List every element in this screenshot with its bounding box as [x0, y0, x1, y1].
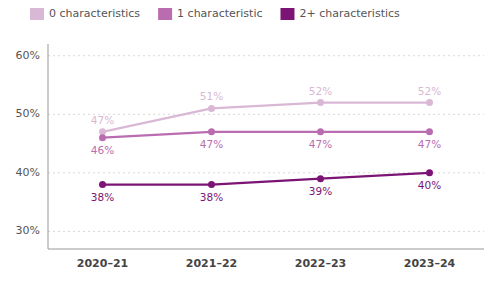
- data-label: 47%: [200, 138, 223, 150]
- point-marker: [99, 134, 106, 141]
- grid-line: [48, 231, 484, 232]
- x-axis-line: [48, 249, 484, 250]
- data-label: 52%: [309, 85, 332, 97]
- data-label: 38%: [200, 191, 223, 203]
- point-marker: [208, 181, 215, 188]
- legend-label: 2+ characteristics: [299, 7, 400, 20]
- data-label: 46%: [91, 144, 114, 156]
- legend-label: 1 characteristic: [177, 7, 262, 20]
- point-marker: [426, 169, 433, 176]
- point-marker: [317, 128, 324, 135]
- x-tick-label: 2022–23: [295, 257, 346, 270]
- y-tick-label: 50%: [16, 107, 40, 120]
- point-marker: [317, 175, 324, 182]
- legend-swatch: [30, 8, 44, 20]
- data-label: 47%: [418, 138, 441, 150]
- point-marker: [208, 105, 215, 112]
- data-label: 51%: [200, 90, 223, 102]
- x-tick-label: 2020–21: [77, 257, 128, 270]
- x-tick-label: 2023–24: [404, 257, 456, 270]
- grid-line: [48, 55, 484, 56]
- series-line: [103, 173, 430, 185]
- data-label: 52%: [418, 85, 441, 97]
- data-label: 47%: [91, 114, 114, 126]
- data-labels: 47% 51% 52% 52% 46% 47% 47% 47% 38% 38% 39% 40%: [91, 85, 441, 203]
- series-line: [103, 103, 430, 132]
- y-tick-label: 40%: [16, 166, 40, 179]
- legend-label: 0 characteristics: [49, 7, 140, 20]
- series-line: [103, 132, 430, 138]
- point-marker: [426, 128, 433, 135]
- x-tick-label: 2021–22: [186, 257, 237, 270]
- chart: 30% 40% 50% 60% 2020–21 2021–22 2022–23 2023–24…: [0, 0, 500, 283]
- data-label: 39%: [309, 185, 332, 197]
- point-marker: [317, 99, 324, 106]
- y-tick-label: 30%: [16, 224, 40, 237]
- point-marker: [208, 128, 215, 135]
- point-marker: [426, 99, 433, 106]
- legend: 0 characteristics 1 characteristic 2+ char…: [30, 7, 400, 20]
- legend-swatch: [280, 8, 294, 20]
- data-label: 40%: [418, 179, 441, 191]
- legend-swatch: [158, 8, 172, 20]
- plot-area: [99, 99, 433, 188]
- y-tick-label: 60%: [16, 49, 40, 62]
- y-axis-line: [48, 44, 49, 249]
- data-label: 47%: [309, 138, 332, 150]
- point-marker: [99, 181, 106, 188]
- data-label: 38%: [91, 191, 114, 203]
